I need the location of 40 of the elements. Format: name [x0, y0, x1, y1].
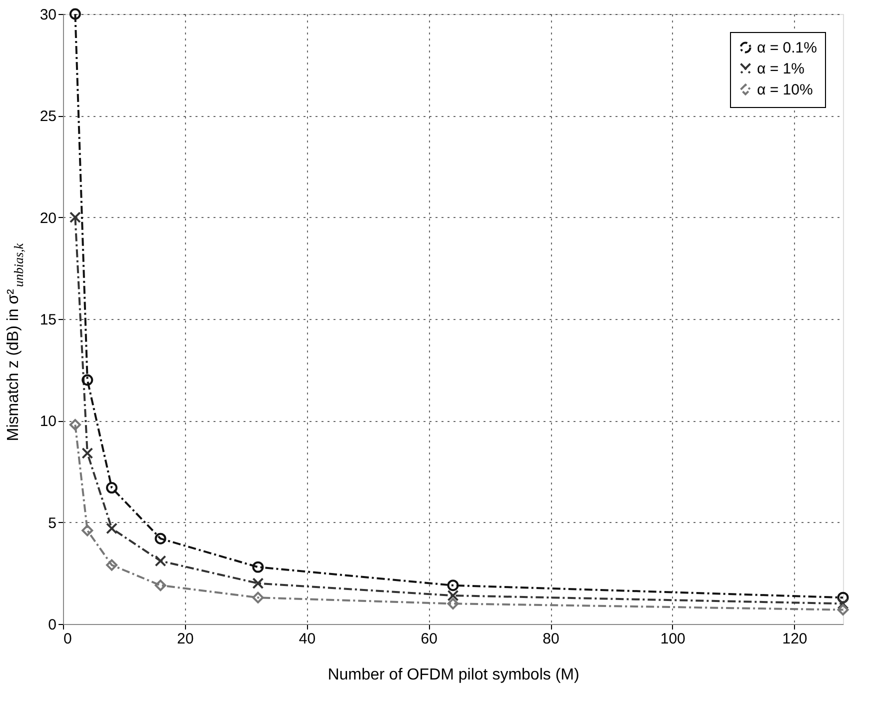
point: [837, 592, 849, 604]
point: [447, 590, 459, 602]
point: [69, 8, 81, 20]
point: [154, 555, 166, 567]
y-tick-label: 5: [48, 514, 56, 532]
legend-label: α = 0.1%: [757, 40, 817, 56]
y-tick-label: 15: [40, 312, 56, 328]
legend-label: α = 10%: [757, 82, 813, 98]
point: [837, 598, 849, 610]
point: [837, 604, 849, 616]
y-tick-label: 30: [40, 6, 56, 24]
point: [447, 580, 459, 592]
point: [69, 418, 81, 430]
point: [106, 559, 118, 571]
legend-label: α = 1%: [757, 60, 804, 78]
point: [82, 524, 94, 536]
x-tick-label: 20: [177, 630, 194, 648]
point: [82, 374, 94, 386]
x-tick-label: 60: [420, 630, 438, 648]
x-tick-label: 100: [660, 630, 686, 648]
point: [106, 522, 118, 534]
y-tick-label: 10: [40, 413, 56, 430]
point: [447, 598, 459, 610]
x-tick-label: 120: [782, 630, 808, 648]
x-tick-label: 80: [542, 630, 560, 648]
x-tick-label: 40: [298, 630, 316, 648]
y-tick-label: 25: [40, 108, 56, 126]
y-axis-title: Mismatch z (dB) in σ²unbias,k: [5, 243, 26, 442]
point: [82, 447, 94, 459]
x-axis-title: Number of OFDM pilot symbols (M): [328, 666, 580, 684]
y-tick-label: 20: [40, 210, 56, 227]
x-tick-label: 0: [64, 630, 72, 648]
y-tick-label: 0: [48, 616, 56, 634]
point: [69, 212, 81, 224]
point: [106, 482, 118, 494]
point: [154, 580, 166, 592]
point: [154, 532, 166, 544]
point: [252, 578, 264, 590]
point: [252, 592, 264, 604]
point: [252, 561, 264, 573]
